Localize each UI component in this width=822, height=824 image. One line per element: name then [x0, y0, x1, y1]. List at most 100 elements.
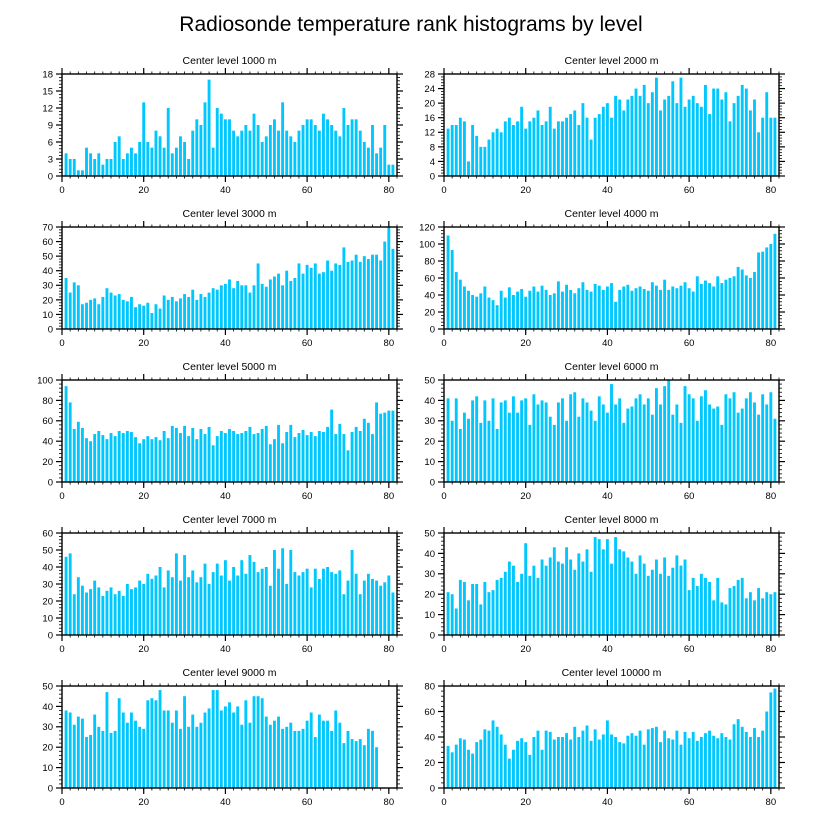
bar [716, 738, 720, 788]
bar [117, 698, 121, 788]
bar [512, 396, 515, 482]
bar [663, 557, 667, 635]
y-tick-label: 120 [419, 222, 435, 233]
bar [301, 429, 305, 482]
bar [655, 388, 658, 482]
bar [520, 738, 524, 788]
bar [85, 438, 88, 482]
bar [622, 551, 626, 635]
bar [252, 434, 256, 482]
y-tick-label: 60 [42, 528, 53, 539]
bar [479, 739, 483, 788]
bar [528, 121, 532, 176]
bar [97, 726, 101, 788]
bar [162, 147, 166, 176]
bar [264, 716, 268, 788]
bar [219, 431, 223, 482]
bar [475, 135, 479, 176]
bar [712, 88, 716, 176]
bar [350, 432, 354, 482]
bar [667, 380, 671, 482]
bar [174, 147, 178, 176]
bar [228, 702, 231, 788]
bar [191, 130, 195, 176]
bar [507, 117, 511, 176]
bar [589, 410, 593, 482]
bar [68, 553, 72, 635]
bar [113, 436, 117, 482]
bar [454, 272, 458, 329]
bar [597, 739, 601, 788]
bar [125, 431, 129, 482]
bar [597, 396, 601, 482]
bar [158, 440, 162, 482]
bar [561, 121, 564, 176]
bar [728, 278, 732, 329]
y-tick-label: 20 [424, 758, 435, 769]
bar [769, 392, 773, 482]
bar [605, 539, 609, 635]
bar [109, 292, 113, 329]
bar [362, 256, 366, 329]
bar [728, 121, 732, 176]
bar [76, 421, 80, 482]
bar [614, 301, 618, 329]
x-tick-label: 80 [766, 644, 777, 655]
y-tick-label: 24 [424, 84, 435, 95]
bar [744, 731, 748, 788]
bar [646, 103, 650, 176]
bar [391, 592, 395, 635]
bar [732, 586, 736, 635]
bar [72, 594, 76, 635]
bar [317, 714, 321, 788]
bar [687, 394, 691, 482]
bar [520, 573, 524, 635]
bar [503, 400, 507, 482]
bar [552, 424, 556, 482]
bar [252, 285, 256, 329]
bar [503, 744, 507, 788]
bar [765, 711, 769, 788]
bar [146, 700, 150, 788]
bar [520, 289, 524, 329]
bar [142, 102, 146, 176]
bar [761, 251, 765, 329]
bar [446, 235, 450, 329]
bar [487, 297, 491, 329]
bar [375, 747, 379, 788]
histogram-panel: Center level 6000 m 0 20 40 60 80 0 10 20 30 40 50 [424, 361, 785, 502]
bar [552, 739, 556, 788]
bar [630, 561, 634, 635]
y-tick-label: 30 [424, 569, 435, 580]
bar [72, 724, 76, 788]
x-tick-label: 0 [441, 185, 446, 196]
bar [577, 288, 581, 329]
y-tick-label: 50 [424, 375, 435, 386]
panel-title: Center level 6000 m [565, 361, 659, 373]
bar [375, 580, 379, 635]
bar [134, 720, 137, 788]
x-tick-label: 80 [766, 338, 777, 349]
bar [695, 740, 699, 788]
bar [383, 125, 387, 176]
bar [507, 287, 511, 329]
bar [309, 587, 313, 635]
histogram-panel: Center level 8000 m 0 20 40 60 80 0 10 20 30 40 50 [424, 514, 785, 655]
x-tick-label: 0 [441, 644, 446, 655]
x-tick-label: 40 [602, 185, 613, 196]
y-tick-label: 20 [424, 99, 435, 110]
bar [462, 581, 466, 635]
bar [618, 398, 622, 482]
bar [736, 266, 740, 329]
bar [552, 547, 556, 635]
bar [646, 398, 650, 482]
bar [479, 293, 483, 329]
bar [446, 745, 450, 788]
bar [650, 282, 654, 329]
bar [720, 602, 724, 635]
bar [748, 110, 752, 176]
bar [577, 553, 581, 635]
bar [85, 592, 88, 635]
x-tick-label: 20 [138, 185, 149, 196]
bar [495, 726, 499, 788]
